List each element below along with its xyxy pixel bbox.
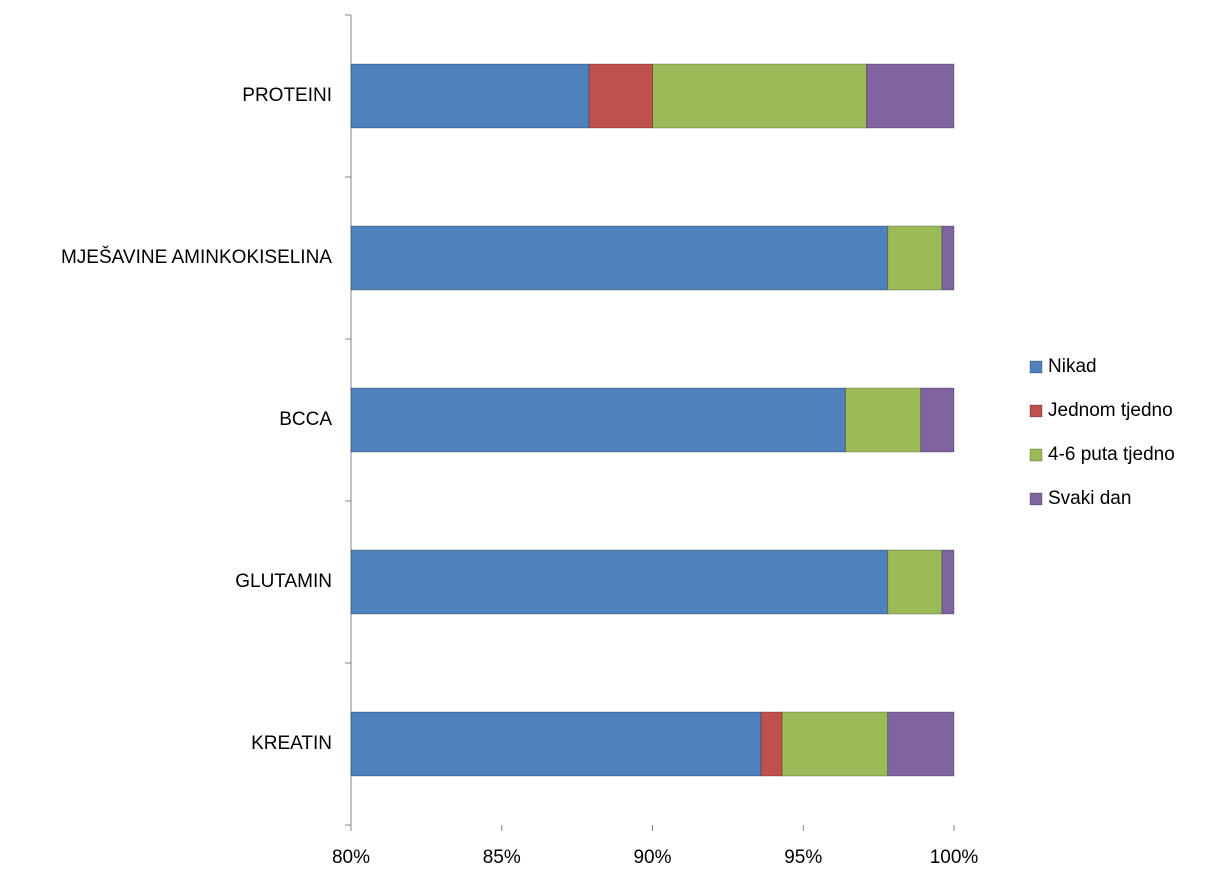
bar-segment (350, 225, 889, 291)
bar-segment (350, 63, 590, 129)
bar-segment (760, 711, 783, 777)
x-tick-label: 100% (930, 847, 979, 868)
legend-label: Nikad (1048, 356, 1097, 377)
x-tick-label: 85% (483, 847, 521, 868)
bar-segment (887, 225, 943, 291)
y-tick-label: MJEŠAVINE AMINKOKISELINA (61, 246, 332, 268)
legend-label: Jednom tjedno (1048, 400, 1173, 421)
bar-segment (887, 711, 955, 777)
legend-swatch (1029, 492, 1043, 506)
legend-swatch (1029, 404, 1043, 418)
bar-segment (652, 63, 868, 129)
bar-segment (887, 549, 943, 615)
bar-segment (866, 63, 955, 129)
y-tick-label: KREATIN (251, 733, 332, 754)
legend-label: Svaki dan (1048, 488, 1131, 509)
x-tick-label: 90% (633, 847, 671, 868)
bar-segment (941, 549, 955, 615)
bar-segment (350, 549, 889, 615)
bar-segment (844, 387, 922, 453)
y-tick-label: BCCA (279, 409, 332, 430)
legend-swatch (1029, 448, 1043, 462)
bar-segment (350, 711, 762, 777)
bar-segment (941, 225, 955, 291)
legend-label: 4-6 puta tjedno (1048, 444, 1175, 465)
x-tick-label: 80% (332, 847, 370, 868)
legend-swatch (1029, 360, 1043, 374)
bar-segment (588, 63, 653, 129)
x-tick-label: 95% (784, 847, 822, 868)
bar-segment (350, 387, 846, 453)
bar-segment (920, 387, 955, 453)
y-tick-label: GLUTAMIN (235, 571, 332, 592)
y-tick-label: PROTEINI (242, 85, 332, 106)
bar-segment (781, 711, 889, 777)
